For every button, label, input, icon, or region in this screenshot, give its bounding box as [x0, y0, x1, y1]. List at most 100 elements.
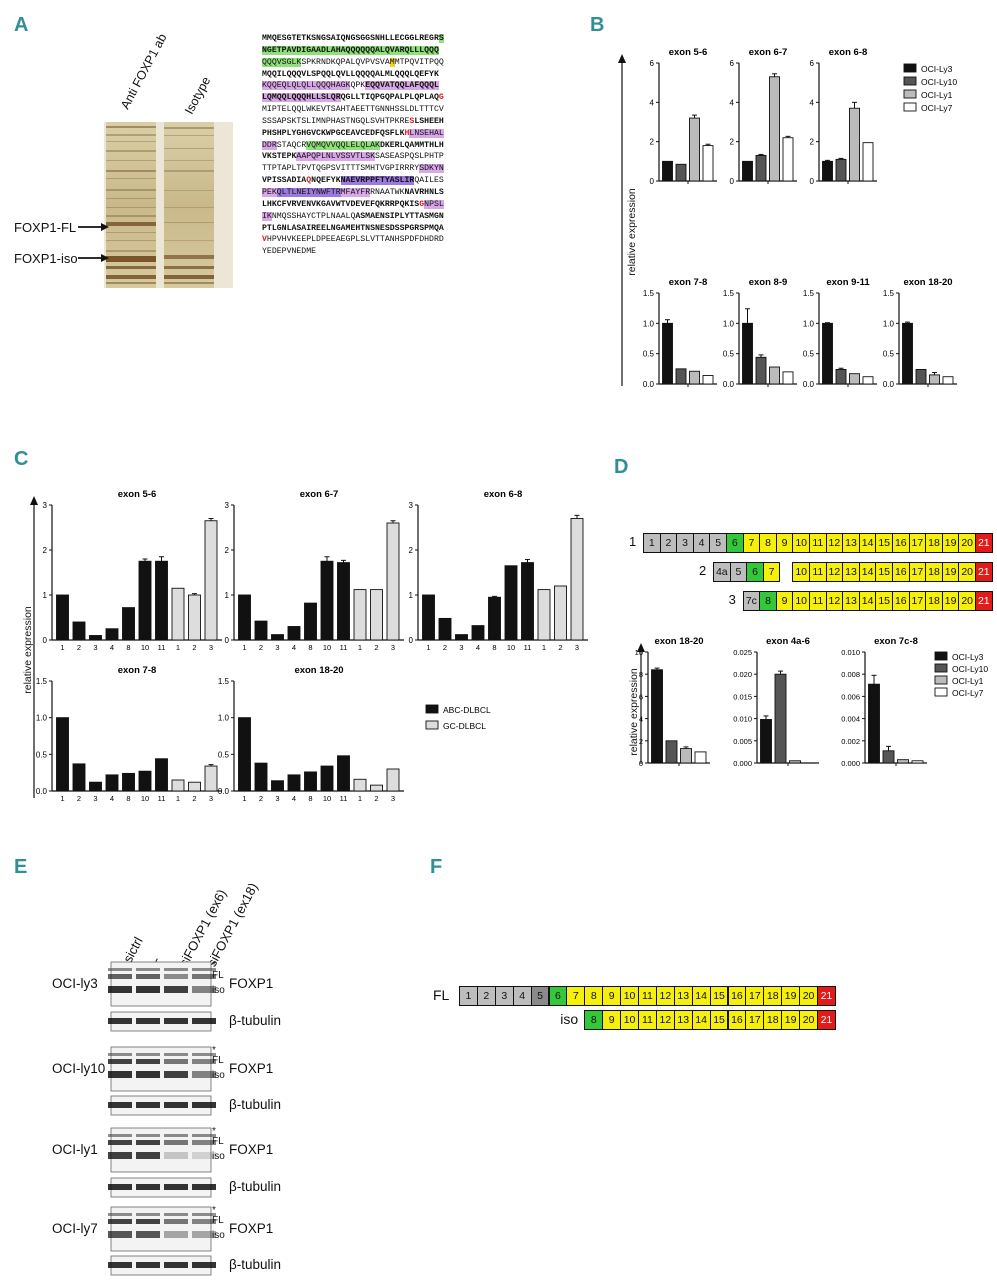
exon-box: 21 — [975, 562, 993, 582]
legend-swatch — [425, 720, 439, 730]
y-tick-label: 0.5 — [723, 350, 735, 359]
blot-band-tubulin — [108, 1262, 132, 1268]
blot-band-star — [108, 1053, 132, 1056]
chart-title: exon 4a-6 — [766, 636, 810, 647]
gel-band — [164, 266, 214, 269]
chart-title: exon 7-8 — [118, 665, 157, 676]
exon-box: 5 — [530, 986, 550, 1006]
blot-band-star — [108, 1134, 132, 1137]
exon-box: 11 — [638, 986, 657, 1006]
chart-title: exon 6-7 — [300, 489, 339, 500]
blot-cell-line: OCI-ly10 — [52, 1061, 106, 1076]
blot-cell-line: OCI-ly1 — [52, 1142, 98, 1157]
blot-foxp1 — [108, 1206, 216, 1252]
x-tick-label: 4 — [110, 643, 114, 652]
blot-band-star — [192, 1053, 216, 1056]
y-tick-label: 1.0 — [643, 319, 655, 328]
arrow-up-icon — [618, 54, 626, 63]
bar — [105, 628, 119, 641]
gel-band — [106, 160, 156, 161]
y-tick-label: 0.0 — [643, 380, 655, 389]
chart: exon 7-80.00.51.01.51 2 3 4 8 10 11 1 2 3 — [36, 665, 222, 803]
bar — [122, 772, 135, 792]
legend: OCI-Ly3 OCI-Ly10 OCI-Ly1 OCI-Ly7 — [934, 651, 988, 698]
x-tick-label: 10 — [141, 794, 149, 803]
blot-band-tubulin — [136, 1262, 160, 1268]
sequence-segment: NGETPAVDIGAADLAHAQQQQQQALQVARQLLLQQQ — [262, 45, 439, 55]
y-tick-label: 1.5 — [723, 289, 735, 298]
exon-box: 11 — [638, 1010, 657, 1030]
sequence-segment: QQQVSGLK — [262, 57, 302, 67]
chart: exon 7-8 0.0 0.5 1.0 1.5 — [643, 277, 717, 389]
x-tick-label: 1 — [242, 794, 246, 803]
blot-band-iso — [108, 1152, 132, 1159]
blot-band-iso — [136, 1231, 160, 1238]
exon-box: 17 — [908, 591, 927, 611]
chart: exon 7c-8 0.000 0.002 0.004 0.006 0.008 0.010 — [841, 636, 927, 768]
x-tick-label: 2 — [259, 794, 263, 803]
sequence-segment: KQQEQLQLQLLQQQHAGK — [262, 81, 351, 91]
blot-tubulin — [108, 1177, 216, 1198]
sequence-segment: DKERLQAMMTHLH — [379, 140, 444, 150]
chart-title: exon 7-8 — [669, 277, 708, 288]
exon-box: 13 — [842, 562, 860, 582]
y-tick-label: 0.025 — [733, 648, 752, 657]
blot-band-iso — [164, 986, 188, 993]
blot-band-iso — [192, 1071, 216, 1078]
y-tick-label: 0.5 — [643, 350, 655, 359]
blot-band-tubulin — [136, 1018, 160, 1024]
exon-box: 13 — [673, 1010, 693, 1030]
blot-mark-iso: iso — [212, 1230, 225, 1241]
legend-swatch — [934, 663, 948, 673]
x-tick-label: 3 — [209, 643, 213, 652]
blot-mark-iso: iso — [212, 1070, 225, 1081]
bar — [72, 621, 86, 641]
blot-band-tubulin — [192, 1018, 216, 1024]
y-tick-label: 0 — [225, 636, 230, 645]
sequence-segment: RNAATWK — [370, 187, 405, 197]
sequence-segment: MQQILQQQVLSPQQLQVLLQQQQALMLQQQLQEFYK — [262, 69, 439, 79]
y-tick-label: 3 — [43, 501, 48, 510]
bar — [238, 594, 251, 641]
sequence-segment: VPISSADIA — [262, 176, 307, 186]
x-tick-label: 8 — [308, 794, 312, 803]
gel-band — [106, 134, 156, 136]
exon-box: 21 — [817, 1010, 836, 1030]
gel-band — [106, 198, 156, 199]
gel-band — [106, 232, 156, 233]
x-tick-label: 1 — [426, 643, 430, 652]
y-tick-label: 1.5 — [218, 677, 230, 686]
bar — [271, 634, 284, 641]
exon-box: 20 — [799, 986, 818, 1006]
exon-box: 14 — [858, 533, 877, 553]
x-tick-label: 1 — [542, 643, 546, 652]
blot-band-fl — [164, 1219, 188, 1224]
chart: exon 4a-6 0.000 0.005 0.010 0.015 0.020 0.025 — [733, 636, 819, 768]
gel-band — [164, 135, 214, 136]
sequence-segment: SPKRNDKQPALQVPVSVA — [301, 57, 390, 67]
gel-band — [164, 190, 214, 191]
exon-box: 18 — [925, 533, 943, 553]
y-tick-label: 0.0 — [36, 787, 48, 796]
x-tick-label: 4 — [476, 643, 480, 652]
sequence-segment: VQMQVVQQLELQLAK — [306, 140, 380, 150]
sequence-line: SSSAPSKTSLIMNPHASTNGQLSVHTPKRESLSHEEH — [262, 116, 444, 128]
bar — [422, 594, 435, 641]
exon-box: 21 — [975, 591, 993, 611]
gel-band — [106, 266, 156, 269]
exon-box: 12 — [655, 1010, 675, 1030]
sequence-segment: V — [262, 235, 267, 245]
sequence-line: MMQESGTETKSNGSAIQNGSGGSNHLLECGGLREGRS — [262, 33, 444, 45]
bar — [370, 589, 383, 641]
exon-box: 17 — [745, 1010, 765, 1030]
bar — [769, 366, 780, 385]
bar — [862, 376, 874, 385]
sequence-segment: YEDEPVNEDME — [262, 247, 317, 257]
bar — [320, 765, 334, 792]
y-tick-label: 4 — [810, 98, 815, 107]
x-tick-label: 10 — [507, 643, 515, 652]
legend: ABC-DLBCL GC-DLBCL — [425, 704, 491, 731]
gel-band — [164, 255, 214, 259]
exon-box: 9 — [602, 986, 622, 1006]
